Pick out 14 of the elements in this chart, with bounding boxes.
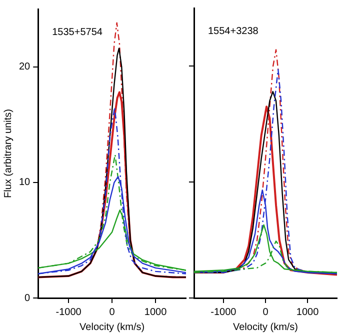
y-tick-label: 10 bbox=[19, 177, 31, 188]
y-tick-label: 0 bbox=[24, 292, 31, 304]
y-tick-label: 20 bbox=[19, 62, 31, 73]
annotation: 1535+5754 bbox=[52, 26, 103, 38]
x-axis-title: Velocity (km/s) bbox=[80, 322, 145, 333]
x-axis-title: Velocity (km/s) bbox=[232, 322, 298, 333]
y-axis-title: Flux (arbitrary units) bbox=[2, 109, 14, 198]
annotation: 1554+3238 bbox=[208, 26, 259, 37]
x-tick-label: -1000 bbox=[56, 306, 82, 318]
x-tick-label: -1000 bbox=[210, 306, 237, 318]
x-tick-label: 0 bbox=[262, 306, 269, 318]
x-tick-label: 1000 bbox=[144, 306, 168, 318]
x-tick-label: 0 bbox=[109, 306, 116, 318]
x-tick-label: 1000 bbox=[296, 306, 320, 318]
